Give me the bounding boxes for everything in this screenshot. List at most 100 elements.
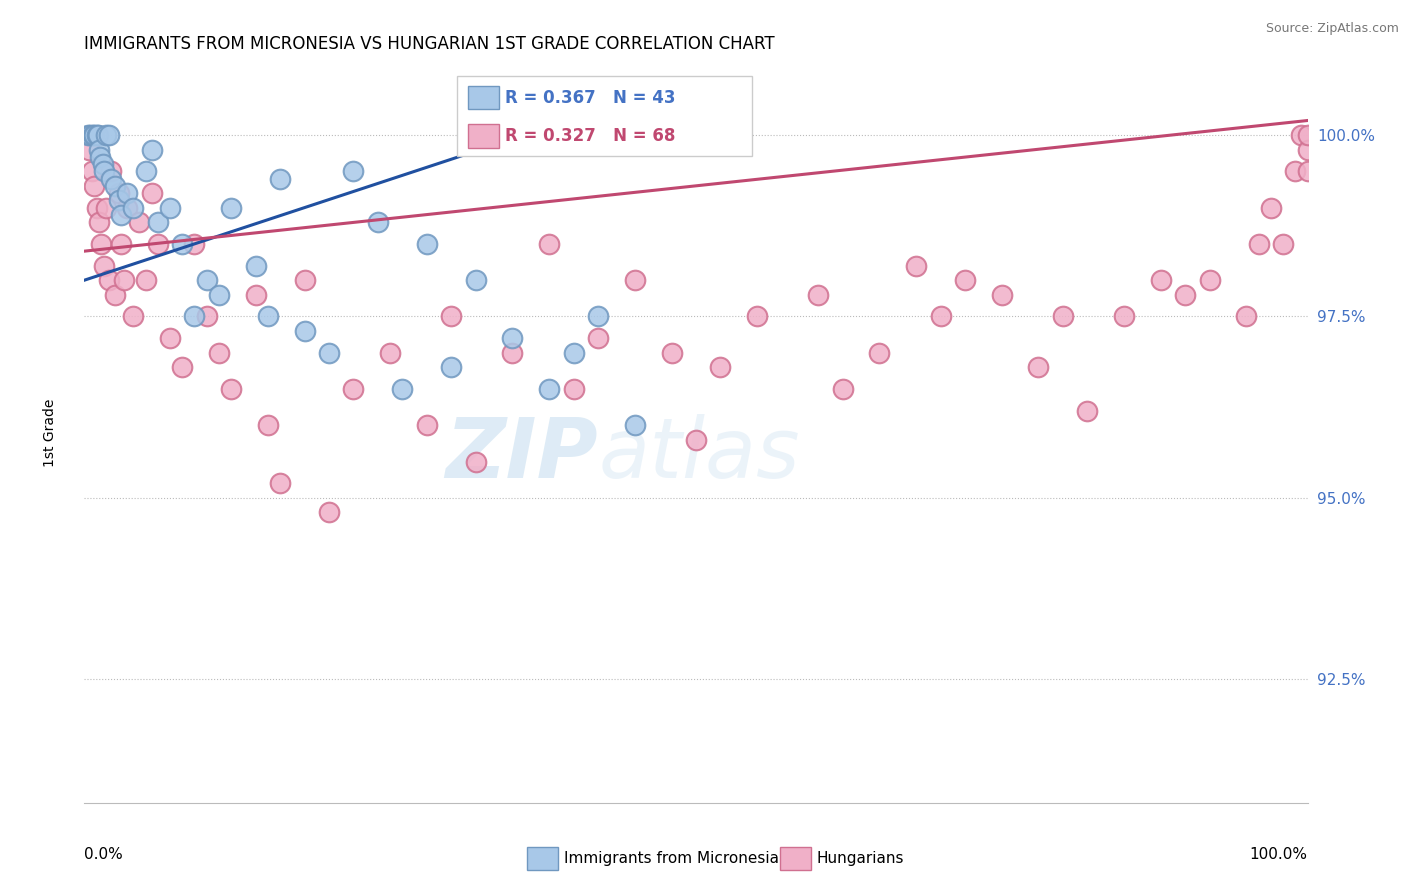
Point: [135, 273, 157, 287]
Point: [257, 418, 280, 433]
Point: [80, 164, 103, 178]
Point: [245, 287, 267, 301]
Point: [1296, 164, 1319, 178]
Point: [104, 287, 127, 301]
Point: [159, 201, 181, 215]
Point: [1272, 236, 1295, 251]
Point: [502, 331, 524, 345]
Point: [77, 128, 100, 142]
Text: Hungarians: Hungarians: [817, 851, 904, 865]
Point: [96, 201, 118, 215]
Point: [172, 236, 194, 251]
Point: [1296, 143, 1319, 157]
Point: [538, 236, 561, 251]
Point: [89, 150, 111, 164]
Point: [294, 273, 316, 287]
Text: ZIP: ZIP: [446, 414, 598, 495]
Point: [1150, 273, 1173, 287]
Point: [115, 186, 138, 200]
Point: [93, 259, 115, 273]
Point: [208, 345, 231, 359]
Point: [1174, 287, 1197, 301]
Point: [661, 345, 683, 359]
Point: [77, 143, 100, 157]
Point: [183, 236, 205, 251]
Point: [269, 476, 291, 491]
Text: Immigrants from Micronesia: Immigrants from Micronesia: [564, 851, 779, 865]
Point: [86, 201, 108, 215]
Point: [380, 345, 402, 359]
Text: 0.0%: 0.0%: [84, 847, 124, 863]
Point: [1296, 128, 1319, 142]
Point: [1284, 164, 1306, 178]
Point: [391, 382, 413, 396]
Point: [624, 273, 647, 287]
Point: [91, 157, 114, 171]
Point: [83, 178, 105, 193]
Point: [1260, 201, 1282, 215]
Point: [159, 331, 181, 345]
Point: [416, 236, 439, 251]
Point: [502, 345, 524, 359]
Point: [991, 287, 1014, 301]
Point: [128, 215, 150, 229]
Point: [318, 345, 340, 359]
Point: [87, 215, 110, 229]
Point: [464, 273, 486, 287]
Point: [1236, 310, 1258, 324]
Point: [107, 194, 129, 208]
Point: [112, 273, 135, 287]
Point: [586, 310, 609, 324]
Point: [87, 143, 110, 157]
Point: [747, 310, 769, 324]
Point: [195, 310, 218, 324]
Point: [146, 236, 169, 251]
Point: [562, 345, 585, 359]
Point: [110, 236, 132, 251]
Point: [269, 171, 291, 186]
Point: [100, 164, 122, 178]
Point: [115, 201, 138, 215]
Point: [586, 331, 609, 345]
Point: [82, 128, 104, 142]
Point: [87, 128, 110, 142]
Point: [905, 259, 928, 273]
Point: [208, 287, 231, 301]
Point: [97, 128, 120, 142]
Point: [869, 345, 891, 359]
Point: [367, 215, 389, 229]
Point: [929, 310, 952, 324]
Point: [141, 186, 163, 200]
Text: 1st Grade: 1st Grade: [44, 399, 58, 467]
Point: [416, 418, 439, 433]
Text: IMMIGRANTS FROM MICRONESIA VS HUNGARIAN 1ST GRADE CORRELATION CHART: IMMIGRANTS FROM MICRONESIA VS HUNGARIAN …: [84, 35, 775, 53]
Text: 100.0%: 100.0%: [1250, 847, 1308, 863]
Point: [807, 287, 830, 301]
Point: [83, 128, 105, 142]
Point: [79, 128, 101, 142]
Point: [183, 310, 205, 324]
Point: [110, 208, 132, 222]
Point: [100, 171, 122, 186]
Point: [219, 201, 242, 215]
Point: [464, 455, 486, 469]
Point: [831, 382, 853, 396]
Point: [146, 215, 169, 229]
Point: [135, 164, 157, 178]
Point: [219, 382, 242, 396]
Point: [440, 360, 463, 375]
Point: [195, 273, 218, 287]
Point: [318, 506, 340, 520]
Point: [342, 164, 364, 178]
Point: [172, 360, 194, 375]
Point: [245, 259, 267, 273]
Point: [107, 186, 129, 200]
Point: [104, 178, 127, 193]
Text: atlas: atlas: [598, 414, 800, 495]
Point: [624, 418, 647, 433]
Point: [97, 273, 120, 287]
Point: [562, 382, 585, 396]
Point: [709, 360, 731, 375]
Point: [1052, 310, 1074, 324]
Text: R = 0.367   N = 43: R = 0.367 N = 43: [505, 89, 675, 107]
